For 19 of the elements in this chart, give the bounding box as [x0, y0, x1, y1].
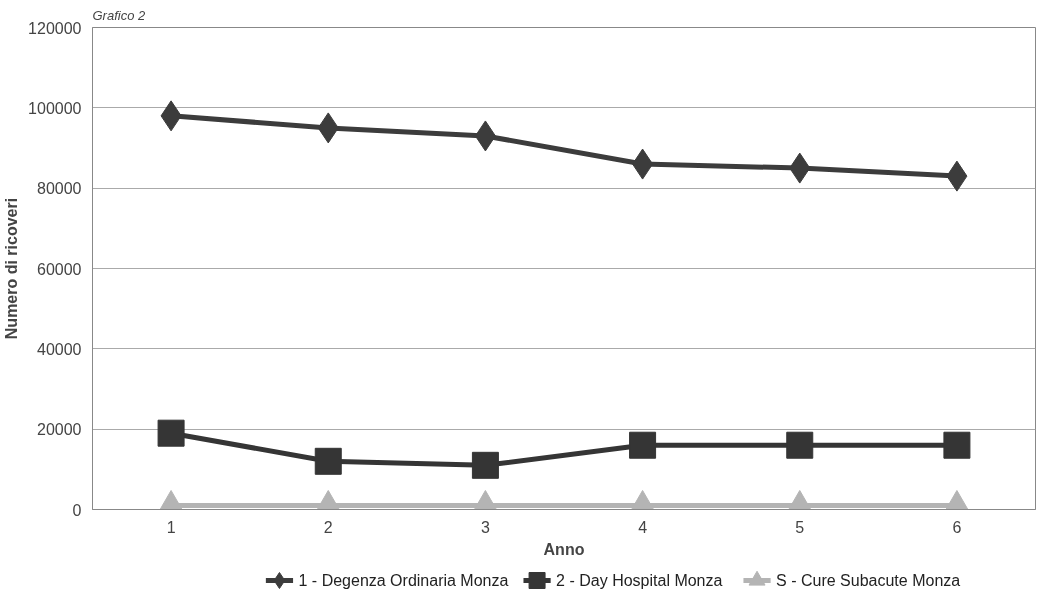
x-tick-label: 3	[480, 518, 490, 536]
chart-title: Grafico 2	[92, 7, 147, 23]
x-tick-label: 5	[795, 518, 805, 536]
legend-label: 1 - Degenza Ordinaria Monza	[298, 572, 509, 589]
y-tick-label: 40000	[37, 340, 82, 358]
y-tick-label: 20000	[37, 421, 82, 439]
y-tick-label: 80000	[37, 180, 82, 198]
legend-label: 2 - Day Hospital Monza	[556, 572, 723, 589]
y-tick-label: 0	[72, 501, 82, 519]
x-tick-label: 6	[952, 518, 962, 536]
x-tick-label: 2	[323, 518, 333, 536]
x-tick-label: 1	[166, 518, 176, 536]
y-tick-label: 100000	[28, 99, 82, 117]
y-tick-label: 120000	[28, 19, 82, 37]
y-axis-title: Numero di ricoveri	[3, 197, 21, 340]
x-tick-label: 4	[638, 518, 648, 536]
x-axis-title: Anno	[543, 540, 585, 558]
legend-label: S - Cure Subacute Monza	[776, 572, 961, 589]
y-tick-label: 60000	[37, 260, 82, 278]
